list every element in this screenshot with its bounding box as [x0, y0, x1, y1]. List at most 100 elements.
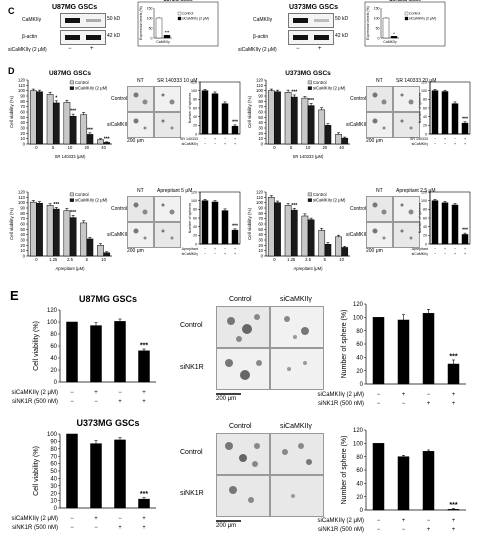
y-tick-label: 80 — [423, 208, 427, 212]
bar — [335, 134, 342, 145]
micro-row-label: siCaMKIIγ — [346, 122, 369, 128]
sphere-dots — [372, 92, 387, 105]
y-tick-label: 70 — [50, 454, 57, 460]
treatment-row-label: siCaMKIIγ (2 μM) — [318, 392, 364, 398]
treatment-sign: + — [454, 142, 456, 146]
y-tick-label: 50 — [50, 469, 57, 475]
significance-label: *** — [53, 202, 59, 208]
y-tick-label: 60 — [423, 106, 427, 110]
y-tick-label: 60 — [356, 468, 363, 474]
blot-bands — [293, 35, 329, 40]
legend-swatch — [307, 198, 312, 202]
y-tick-label: 120 — [421, 80, 427, 84]
y-tick-label: 90 — [50, 440, 57, 446]
treatment-sign: − — [377, 401, 381, 407]
legend-swatch — [69, 80, 74, 85]
treatment-sign: − — [444, 142, 446, 146]
chart-d-u373-ap-spheres: 0 20 40 60 80 100 120 Number of spheres *** Aprep… — [412, 190, 471, 256]
y-tick-label: 100 — [18, 88, 26, 93]
y-tick-label: 20 — [356, 369, 363, 375]
y-tick-label: 10 — [20, 248, 25, 253]
bar — [451, 103, 459, 135]
significance-label: *** — [291, 89, 297, 95]
bar — [307, 105, 315, 145]
y-tick-label: 20 — [50, 491, 57, 497]
micrograph-e-u87-sink1r-sicamk — [270, 348, 324, 390]
bar — [341, 247, 349, 257]
y-tick-label: 120 — [47, 308, 58, 314]
bar — [29, 90, 37, 145]
y-tick-label: 60 — [193, 106, 197, 110]
y-tick-label: 50 — [149, 27, 153, 31]
bar — [447, 363, 460, 385]
significance-label: *** — [449, 354, 457, 361]
treatment-sign: − — [70, 399, 74, 405]
micrograph-d — [366, 86, 393, 112]
treatment-row-label: siCaMKIIγ — [412, 142, 429, 146]
treatment-sign: − — [427, 392, 431, 398]
treatment-sign: − — [204, 252, 206, 256]
y-axis-label: Expression levels (%) — [366, 6, 370, 40]
treatment-sign: − — [454, 137, 456, 141]
micrograph-e-u373-sink1r-control — [216, 475, 270, 517]
y-tick-label: 70 — [20, 216, 25, 221]
chart-frame — [364, 1, 446, 47]
y-tick-label: 0 — [360, 508, 364, 514]
y-tick-label: 0 — [54, 506, 58, 512]
treatment-sign: + — [142, 390, 146, 396]
y-tick-label: 40 — [356, 355, 363, 361]
scale-bar-label: 200 μm — [216, 523, 237, 529]
bar — [290, 96, 298, 145]
x-tick-label: 10 — [68, 145, 73, 150]
y-tick-label: 110 — [18, 195, 25, 200]
significance-label: *** — [462, 116, 468, 122]
treatment-row-label: siCaMKIIγ (2 μM) — [8, 47, 47, 53]
treatment-sign: − — [204, 137, 206, 141]
treatment-sign: + — [118, 399, 122, 405]
chart-d-u87-sr-spheres: 0 20 40 60 80 100 120 Number of spheres *** SR 14… — [180, 80, 241, 146]
micro-row-label: Control — [111, 96, 128, 102]
kda-label: 50 kD — [335, 16, 349, 22]
micro-col-label: Control — [229, 296, 252, 303]
bar — [63, 210, 71, 257]
y-tick-label: 40 — [258, 232, 263, 237]
bar — [201, 200, 209, 245]
significance-label: *** — [232, 223, 238, 229]
micro-col-label: SR 140333 10 μM — [157, 78, 198, 84]
bar — [267, 90, 275, 145]
y-tick-label: 30 — [20, 125, 25, 130]
bar — [461, 234, 469, 245]
legend-label: siCaMKIIγ (2 μM) — [313, 86, 346, 91]
bar — [90, 325, 102, 383]
sphere-dots — [282, 443, 312, 465]
y-tick-label: 0 — [195, 242, 197, 246]
legend-label: siCaMKIIγ (2 μM) — [409, 17, 436, 21]
sphere-dots — [400, 203, 414, 215]
sphere-dots — [284, 316, 309, 339]
y-tick-label: 110 — [18, 83, 25, 88]
y-axis-label: Cell viability (%) — [247, 96, 252, 129]
bar — [318, 230, 326, 257]
treatment-sign: + — [94, 390, 98, 396]
y-tick-label: 80 — [193, 98, 197, 102]
treatment-sign: − — [377, 392, 381, 398]
legend-swatch — [307, 192, 312, 197]
bar — [267, 197, 275, 257]
treatment-sign: − — [204, 247, 206, 251]
y-tick-label: 60 — [20, 109, 25, 114]
y-tick-label: 0 — [23, 141, 26, 146]
bar — [431, 90, 439, 135]
x-axis-label: SR 140333 (μM) — [55, 154, 86, 159]
bar — [97, 139, 104, 145]
micrograph-d — [393, 112, 420, 138]
y-tick-label: 70 — [258, 216, 263, 221]
treatment-sign: + — [234, 247, 236, 251]
blot-label-camk-right: CaMKIIγ — [253, 17, 273, 23]
y-tick-label: 80 — [423, 98, 427, 102]
y-tick-label: 30 — [258, 125, 263, 130]
significance-label: *** — [70, 210, 76, 216]
bar — [52, 102, 60, 145]
micro-row-label: siCaMKIIγ — [346, 232, 369, 238]
y-tick-label: 20 — [50, 368, 57, 374]
panel-c-left-title: U87MG GSCs — [52, 4, 98, 11]
